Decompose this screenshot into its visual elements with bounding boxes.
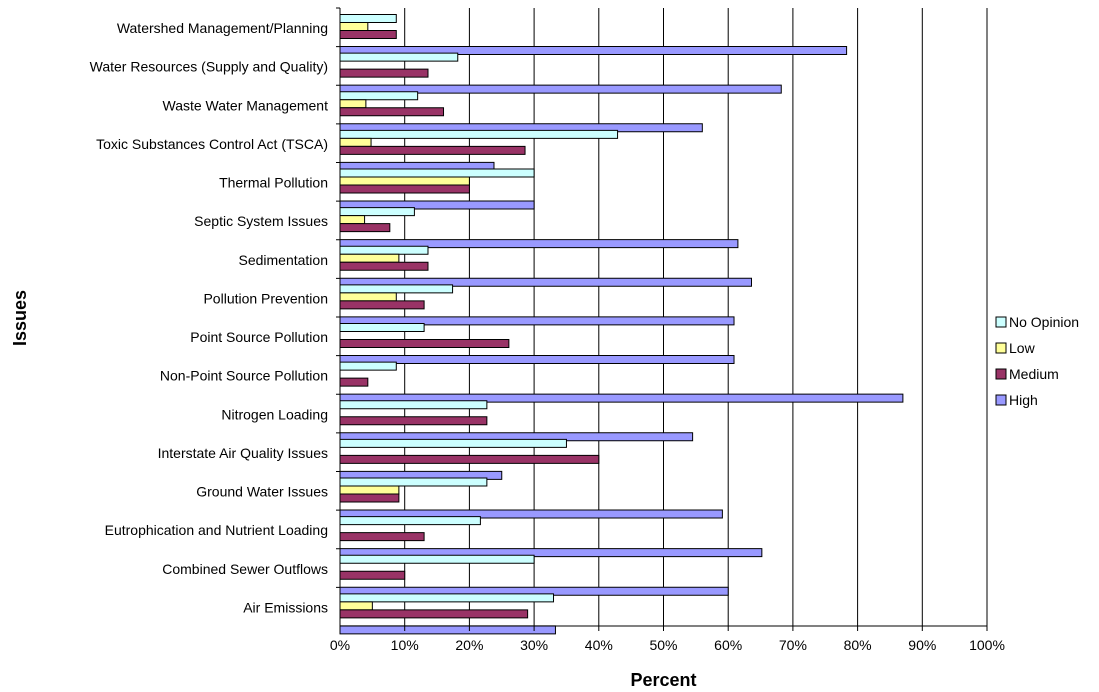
bar-no-opinion	[339, 438, 567, 448]
bar-no-opinion	[339, 207, 415, 217]
bar-no-opinion	[339, 284, 454, 294]
legend-swatch	[995, 394, 1007, 406]
legend-label: High	[1009, 392, 1038, 408]
category-label: Thermal Pollution	[219, 175, 328, 191]
bar-no-opinion	[339, 91, 419, 101]
bar-no-opinion	[339, 168, 535, 178]
bar-low	[339, 176, 470, 186]
bar-no-opinion	[339, 52, 459, 62]
category-label: Toxic Substances Control Act (TSCA)	[96, 136, 328, 152]
bar-medium	[339, 377, 369, 387]
category-label: Water Resources (Supply and Quality)	[90, 59, 328, 75]
x-tick-label: 0%	[330, 637, 350, 653]
x-tick-label: 100%	[969, 637, 1005, 653]
x-tick-label: 80%	[844, 637, 872, 653]
legend-swatch	[995, 368, 1007, 380]
category-label: Eutrophication and Nutrient Loading	[105, 522, 328, 538]
bar-medium	[339, 570, 406, 580]
category-labels: Watershed Management/Planning Water Resou…	[90, 7, 340, 615]
legend-swatch	[995, 316, 1007, 328]
category-label: Watershed Management/Planning	[117, 20, 328, 36]
bar-no-opinion	[339, 245, 429, 255]
x-tick-label: 20%	[455, 637, 483, 653]
bar-low	[339, 292, 397, 302]
bar-low	[339, 601, 373, 611]
bar-low	[339, 99, 367, 109]
bar-no-opinion	[339, 129, 619, 139]
x-tick-label: 30%	[520, 637, 548, 653]
bar-no-opinion	[339, 516, 481, 526]
x-tick-labels: 0% 10% 20% 30% 40% 50% 60% 70% 80% 90% 100%	[330, 626, 1005, 653]
bar-high	[339, 355, 735, 364]
bar-medium	[339, 68, 429, 78]
category-label: Point Source Pollution	[190, 329, 328, 345]
bar-low	[339, 137, 372, 147]
x-tick-label: 70%	[779, 637, 807, 653]
bar-low	[339, 22, 369, 31]
x-tick-label: 50%	[649, 637, 677, 653]
category-label: Waste Water Management	[163, 97, 329, 113]
bar-medium	[339, 300, 425, 310]
bar-medium	[339, 416, 488, 426]
bar-medium	[339, 609, 529, 619]
bar-low	[339, 215, 366, 225]
category-label: Pollution Prevention	[203, 290, 328, 306]
bar-medium	[339, 532, 425, 542]
category-label: Sedimentation	[238, 252, 328, 268]
bar-no-opinion	[339, 477, 488, 487]
bar-no-opinion	[339, 361, 397, 371]
bar-low	[339, 253, 400, 263]
x-tick-label: 10%	[391, 637, 419, 653]
bar-low	[339, 485, 400, 495]
legend-swatch	[995, 342, 1007, 354]
legend-label: Low	[1009, 340, 1036, 356]
x-tick-label: 60%	[714, 637, 742, 653]
bar-medium	[339, 339, 510, 348]
bar-no-opinion	[339, 14, 397, 23]
bar-medium	[339, 454, 600, 464]
bar-no-opinion	[339, 323, 425, 332]
category-label: Combined Sewer Outflows	[162, 561, 328, 577]
category-label: Air Emissions	[243, 599, 328, 615]
bar-no-opinion	[339, 593, 555, 603]
bar-no-opinion	[339, 400, 488, 410]
category-label: Ground Water Issues	[196, 484, 328, 500]
category-label: Septic System Issues	[194, 213, 328, 229]
category-label: Interstate Air Quality Issues	[158, 445, 328, 461]
bar-medium	[339, 30, 397, 39]
x-axis-title: Percent	[630, 670, 696, 690]
bar-high	[339, 625, 556, 635]
x-tick-label: 90%	[908, 637, 936, 653]
category-label: Non-Point Source Pollution	[160, 368, 328, 384]
legend-label: No Opinion	[1009, 314, 1079, 330]
bar-medium	[339, 184, 470, 194]
bar-medium	[339, 493, 400, 503]
bar-medium	[339, 223, 391, 233]
bar-no-opinion	[339, 554, 535, 564]
category-label: Nitrogen Loading	[221, 406, 328, 422]
legend-label: Medium	[1009, 366, 1059, 382]
y-axis-title: Issues	[10, 290, 30, 346]
legend: No Opinion Low Medium High	[995, 314, 1079, 408]
bars	[339, 14, 904, 635]
bar-medium	[339, 107, 445, 117]
bar-medium	[339, 261, 429, 271]
bar-medium	[339, 145, 526, 155]
x-tick-label: 40%	[585, 637, 613, 653]
